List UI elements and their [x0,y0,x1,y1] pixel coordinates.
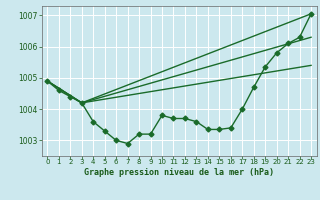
X-axis label: Graphe pression niveau de la mer (hPa): Graphe pression niveau de la mer (hPa) [84,168,274,177]
